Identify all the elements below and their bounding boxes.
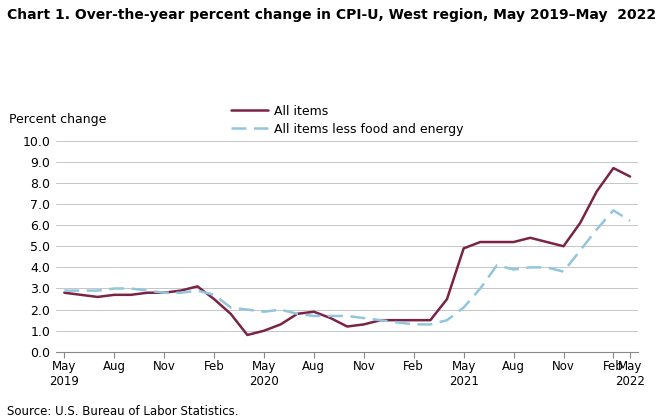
All items xyxy=(477,239,485,244)
All items less food and energy xyxy=(143,288,151,293)
All items xyxy=(393,318,401,323)
All items less food and energy xyxy=(543,265,551,270)
All items xyxy=(277,322,285,327)
All items less food and energy xyxy=(343,313,351,318)
All items less food and energy xyxy=(576,248,584,253)
All items less food and energy xyxy=(327,313,334,318)
All items xyxy=(443,297,451,302)
All items xyxy=(360,322,368,327)
All items xyxy=(94,294,102,299)
All items xyxy=(110,292,118,297)
All items xyxy=(609,165,617,171)
All items less food and energy xyxy=(559,269,567,274)
All items less food and energy xyxy=(593,227,601,232)
All items xyxy=(593,189,601,194)
All items less food and energy xyxy=(60,288,68,293)
All items less food and energy xyxy=(377,318,385,323)
All items less food and energy xyxy=(277,307,285,312)
All items less food and energy xyxy=(426,322,434,327)
Text: Source: U.S. Bureau of Labor Statistics.: Source: U.S. Bureau of Labor Statistics. xyxy=(7,405,238,418)
All items xyxy=(77,292,85,297)
All items xyxy=(410,318,418,323)
All items xyxy=(543,239,551,244)
All items less food and energy xyxy=(510,267,518,272)
All items xyxy=(526,235,534,240)
All items xyxy=(227,311,235,316)
All items less food and energy xyxy=(260,309,268,314)
All items less food and energy xyxy=(94,288,102,293)
Text: Percent change: Percent change xyxy=(9,113,107,126)
All items xyxy=(576,220,584,226)
All items xyxy=(559,244,567,249)
All items xyxy=(176,288,184,293)
All items less food and energy xyxy=(493,263,501,268)
All items less food and energy xyxy=(410,322,418,327)
All items xyxy=(127,292,135,297)
All items less food and energy xyxy=(459,305,467,310)
All items less food and energy xyxy=(176,290,184,295)
All items xyxy=(327,315,334,320)
All items xyxy=(260,328,268,333)
All items less food and energy xyxy=(393,320,401,325)
All items less food and energy xyxy=(194,288,202,293)
All items xyxy=(459,246,467,251)
All items less food and energy xyxy=(360,315,368,320)
Text: Chart 1. Over-the-year percent change in CPI-U, West region, May 2019–May  2022: Chart 1. Over-the-year percent change in… xyxy=(7,8,656,22)
All items less food and energy xyxy=(609,208,617,213)
All items less food and energy xyxy=(160,290,168,295)
All items less food and energy xyxy=(477,286,485,291)
All items xyxy=(60,290,68,295)
All items less food and energy xyxy=(243,307,251,312)
Line: All items: All items xyxy=(64,168,630,335)
All items less food and energy xyxy=(110,286,118,291)
All items xyxy=(493,239,501,244)
All items xyxy=(510,239,518,244)
All items xyxy=(377,318,385,323)
All items less food and energy xyxy=(77,288,85,293)
All items xyxy=(293,311,301,316)
All items less food and energy xyxy=(293,311,301,316)
All items xyxy=(194,284,202,289)
All items xyxy=(160,290,168,295)
All items xyxy=(210,297,218,302)
All items less food and energy xyxy=(210,292,218,297)
All items less food and energy xyxy=(626,218,634,223)
All items less food and energy xyxy=(127,286,135,291)
All items xyxy=(343,324,351,329)
Legend: All items, All items less food and energy: All items, All items less food and energ… xyxy=(231,105,464,136)
All items xyxy=(426,318,434,323)
All items xyxy=(243,333,251,338)
Line: All items less food and energy: All items less food and energy xyxy=(64,210,630,324)
All items less food and energy xyxy=(526,265,534,270)
All items less food and energy xyxy=(443,318,451,323)
All items xyxy=(143,290,151,295)
All items less food and energy xyxy=(310,313,318,318)
All items xyxy=(310,309,318,314)
All items xyxy=(626,174,634,179)
All items less food and energy xyxy=(227,305,235,310)
